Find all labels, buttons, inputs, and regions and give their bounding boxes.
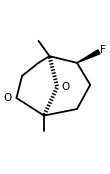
- Text: F: F: [100, 45, 106, 55]
- Polygon shape: [77, 50, 100, 63]
- Text: O: O: [4, 93, 12, 103]
- Text: O: O: [62, 82, 70, 92]
